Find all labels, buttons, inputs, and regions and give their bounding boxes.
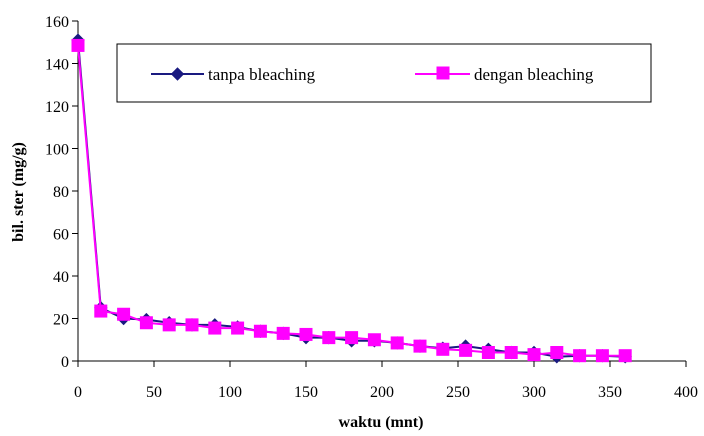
data-point-dengan-bleaching: [94, 304, 108, 318]
legend: tanpa bleaching dengan bleaching: [116, 43, 652, 103]
data-point-dengan-bleaching: [436, 342, 450, 356]
x-tick-label: 50: [146, 384, 162, 401]
x-axis-ticks: 0 50 100 150 200 250 300 350 400: [74, 361, 698, 401]
x-tick-label: 150: [294, 384, 318, 401]
data-point-dengan-bleaching: [390, 336, 404, 350]
data-point-dengan-bleaching: [162, 318, 176, 332]
x-tick-label: 400: [674, 384, 698, 401]
y-tick-label: 20: [53, 312, 69, 329]
data-point-dengan-bleaching: [345, 331, 359, 345]
legend-label-dengan-bleaching: dengan bleaching: [474, 65, 594, 84]
data-point-dengan-bleaching: [117, 307, 131, 321]
data-point-dengan-bleaching: [481, 346, 495, 359]
data-point-dengan-bleaching: [459, 343, 473, 357]
y-tick-label: 140: [45, 57, 69, 74]
data-point-dengan-bleaching: [573, 349, 587, 363]
series-layer: [71, 33, 632, 364]
data-point-dengan-bleaching: [208, 321, 222, 335]
y-tick-label: 100: [45, 142, 69, 159]
x-axis-title: waktu (mnt): [339, 414, 424, 431]
y-axis-title: bil. ster (mg/g): [10, 142, 27, 242]
x-tick-label: 250: [446, 384, 470, 401]
data-point-dengan-bleaching: [253, 324, 267, 338]
y-tick-label: 120: [45, 99, 69, 116]
data-point-dengan-bleaching: [299, 327, 313, 341]
data-point-dengan-bleaching: [185, 318, 199, 332]
data-point-dengan-bleaching: [139, 316, 153, 330]
y-tick-label: 60: [53, 227, 69, 244]
data-point-dengan-bleaching: [504, 346, 518, 359]
data-point-dengan-bleaching: [276, 326, 290, 340]
data-point-dengan-bleaching: [231, 321, 245, 335]
y-tick-label: 40: [53, 269, 69, 286]
data-point-dengan-bleaching: [322, 331, 336, 345]
data-point-dengan-bleaching: [527, 348, 541, 362]
y-tick-label: 0: [61, 354, 69, 371]
x-tick-label: 0: [74, 384, 82, 401]
data-point-dengan-bleaching: [413, 339, 427, 353]
y-axis-ticks: 0 20 40 60 80 100 120 140 160: [45, 14, 78, 371]
legend-label-tanpa-bleaching: tanpa bleaching: [208, 65, 316, 84]
legend-box: [116, 43, 652, 103]
data-point-dengan-bleaching: [367, 333, 381, 347]
legend-marker-dengan-bleaching: [436, 66, 450, 80]
x-tick-label: 100: [218, 384, 242, 401]
data-point-dengan-bleaching: [618, 349, 632, 363]
x-tick-label: 350: [598, 384, 622, 401]
x-tick-label: 300: [522, 384, 546, 401]
data-point-dengan-bleaching: [550, 346, 564, 359]
x-tick-label: 200: [370, 384, 394, 401]
legend-marker-tanpa-bleaching: [170, 67, 185, 81]
data-point-dengan-bleaching: [595, 349, 609, 363]
data-point-dengan-bleaching: [71, 38, 85, 52]
y-tick-label: 80: [53, 184, 69, 201]
y-tick-label: 160: [45, 14, 69, 31]
series-dengan-bleaching: [71, 38, 632, 363]
